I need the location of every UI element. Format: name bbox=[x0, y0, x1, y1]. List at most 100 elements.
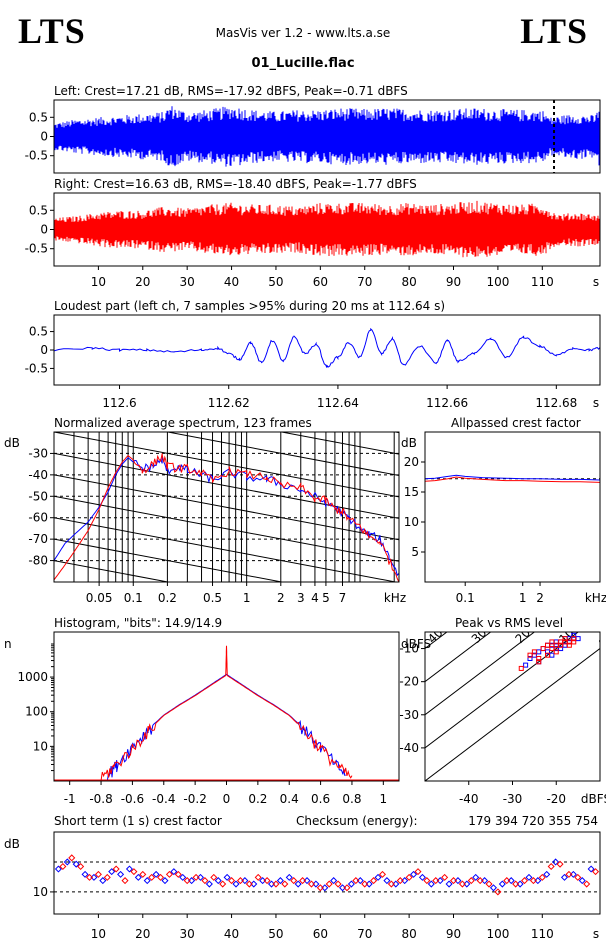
spectrum-slope-line bbox=[54, 668, 399, 733]
spectrum-ytick-label: -30 bbox=[28, 446, 48, 460]
short_term_crest-point-left bbox=[72, 860, 80, 868]
app-title: MasVis ver 1.2 - www.lts.a.se bbox=[215, 26, 391, 40]
short_term_crest-point-right bbox=[219, 880, 227, 888]
short_term_crest-point-right bbox=[85, 873, 94, 881]
spectrum-slope-line bbox=[54, 452, 399, 519]
peak_vs_rms-xtick-label: -40 bbox=[459, 792, 479, 806]
short_term_crest-point-left bbox=[312, 880, 320, 888]
short_term_crest-point-right bbox=[290, 877, 298, 885]
short_term_crest-point-right bbox=[352, 877, 360, 885]
spectrum-xtick-label: 5 bbox=[322, 591, 330, 605]
short_term_crest-point-left bbox=[356, 877, 364, 885]
left_waveform-signal bbox=[53, 106, 601, 169]
file-name: 01_Lucille.flac bbox=[251, 56, 355, 71]
peak_vs_rms-point-right bbox=[566, 642, 572, 648]
short_term_crest-point-right bbox=[165, 870, 173, 878]
short_term_crest-point-left bbox=[578, 877, 586, 885]
short_term_crest-point-left bbox=[481, 877, 489, 885]
right_waveform-ytick-label: -0.5 bbox=[25, 242, 48, 256]
allpassed_crest-ytick-label: 15 bbox=[404, 485, 419, 499]
short_term_crest-point-left bbox=[543, 870, 551, 878]
logo-right: LTS bbox=[520, 11, 588, 51]
peak_vs_rms-point-right bbox=[549, 639, 555, 645]
short_term_crest-point-left bbox=[125, 865, 133, 873]
allpassed_crest-ytick-label: 10 bbox=[404, 515, 419, 529]
spectrum-xtick-label: 0.05 bbox=[86, 591, 113, 605]
peak_vs_rms-crest-label: 0 dB bbox=[596, 621, 606, 650]
short_term_crest-point-right bbox=[130, 868, 138, 876]
peak_vs_rms-point-right bbox=[558, 642, 564, 648]
allpassed_crest-ytick-label: 5 bbox=[411, 545, 419, 559]
short_term_crest-point-right bbox=[378, 870, 387, 878]
peak_vs_rms-point-left bbox=[527, 655, 533, 661]
peak_vs_rms-ytick-label: -40 bbox=[399, 741, 419, 755]
short_term_crest-point-right bbox=[192, 873, 200, 881]
allpassed_crest-title: Allpassed crest factor bbox=[451, 416, 581, 430]
short_term_crest-point-right bbox=[281, 880, 289, 888]
histogram-xtick-label: -0.2 bbox=[183, 792, 206, 806]
spectrum-frame bbox=[53, 431, 400, 583]
short_term_crest-xtick-label: 70 bbox=[357, 927, 372, 941]
short_term_crest-point-left bbox=[161, 877, 169, 885]
short_term_crest-point-right bbox=[449, 877, 458, 885]
peak_vs_rms-point-right bbox=[540, 646, 546, 652]
short_term_crest-point-right bbox=[59, 862, 67, 871]
short_term_crest-point-right bbox=[210, 873, 218, 881]
peak_vs_rms-title: Peak vs RMS level bbox=[455, 616, 563, 630]
spectrum-slope-line bbox=[54, 689, 399, 754]
left_waveform-ytick-label: 0.5 bbox=[29, 110, 48, 124]
short_term_crest-point-left bbox=[410, 870, 418, 878]
peak_vs_rms-point-left bbox=[545, 642, 550, 648]
short_term_crest-point-left bbox=[401, 877, 409, 885]
short_term_crest-point-left bbox=[134, 873, 142, 881]
spectrum-series-left bbox=[54, 455, 399, 577]
short_term_crest-point-left bbox=[587, 865, 595, 873]
short_term_crest-point-right bbox=[325, 880, 333, 888]
short_term_crest-point-left bbox=[472, 873, 480, 881]
short_term_crest-point-right bbox=[174, 870, 182, 878]
histogram-xtick-label: 0.4 bbox=[280, 792, 299, 806]
short_term_crest-point-right bbox=[574, 873, 582, 881]
histogram-ytick-label: 10 bbox=[33, 739, 48, 753]
loudest_part-xtick-label: 112.64 bbox=[317, 396, 359, 410]
right_waveform-xtick-label: 10 bbox=[91, 275, 106, 289]
short_term_crest-point-right bbox=[441, 873, 449, 881]
peak_vs_rms-frame bbox=[424, 631, 601, 782]
spectrum-grid bbox=[54, 432, 399, 582]
short_term_crest-point-right bbox=[538, 873, 546, 881]
right_waveform-xtick-label: 40 bbox=[224, 275, 239, 289]
spectrum-slope-line bbox=[279, 432, 399, 455]
short_term_crest-xtick-label: 10 bbox=[91, 927, 106, 941]
short_term_crest-point-left bbox=[294, 880, 302, 888]
right_waveform-xtick-label: 110 bbox=[531, 275, 554, 289]
peak_vs_rms-xunit-label: dBFS bbox=[581, 792, 606, 806]
histogram-ytick-label: 100 bbox=[25, 705, 48, 719]
peak_vs_rms-point-right bbox=[549, 646, 555, 652]
short_term_crest-point-left bbox=[196, 873, 205, 881]
spectrum-xtick-label: 0.5 bbox=[203, 591, 222, 605]
left_waveform-ytick-label: -0.5 bbox=[25, 149, 48, 163]
loudest_part-ytick-label: 0 bbox=[40, 343, 48, 357]
histogram-ylabel: n bbox=[4, 637, 12, 651]
histogram-xtick-label: 1 bbox=[379, 792, 387, 806]
short_term_crest-point-left bbox=[383, 877, 391, 885]
peak_vs_rms-ylabel: dBFS bbox=[401, 637, 431, 651]
short_term_crest-xtick-label: 20 bbox=[135, 927, 150, 941]
peak_vs_rms-point-right bbox=[527, 652, 533, 658]
short_term_crest-checksum-value: 179 394 720 355 754 bbox=[468, 814, 598, 828]
histogram-xtick-label: -0.6 bbox=[121, 792, 144, 806]
short_term_crest-point-left bbox=[569, 870, 577, 878]
short_term_crest-point-left bbox=[454, 877, 462, 885]
right_waveform-xtick-label: 80 bbox=[401, 275, 416, 289]
spectrum-slope-line bbox=[165, 432, 399, 476]
spectrum-xtick-label: 3 bbox=[297, 591, 305, 605]
histogram-xtick-label: 0.6 bbox=[311, 792, 330, 806]
peak_vs_rms-xtick-label: -30 bbox=[503, 792, 523, 806]
peak_vs_rms-point-right bbox=[536, 659, 542, 665]
short_term_crest-xtick-label: 90 bbox=[446, 927, 461, 941]
short_term_crest-point-left bbox=[498, 880, 506, 888]
short_term_crest-point-left bbox=[205, 880, 213, 888]
short_term_crest-point-left bbox=[108, 868, 116, 876]
loudest_part-ytick-label: 0.5 bbox=[29, 325, 48, 339]
short_term_crest-point-left bbox=[365, 880, 373, 888]
